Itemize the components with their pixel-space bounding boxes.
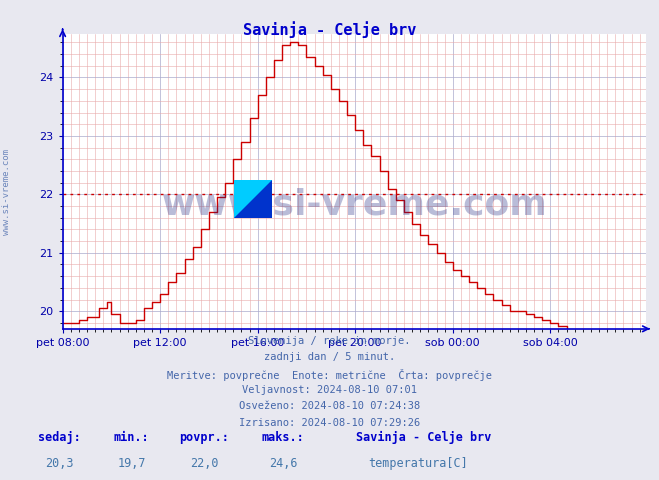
- Text: povpr.:: povpr.:: [179, 431, 229, 444]
- Text: Osveženo: 2024-08-10 07:24:38: Osveženo: 2024-08-10 07:24:38: [239, 401, 420, 411]
- Text: Savinja - Celje brv: Savinja - Celje brv: [356, 431, 491, 444]
- Text: temperatura[C]: temperatura[C]: [368, 457, 467, 470]
- Text: min.:: min.:: [114, 431, 150, 444]
- Text: 20,3: 20,3: [45, 457, 74, 470]
- Text: www.si-vreme.com: www.si-vreme.com: [2, 149, 11, 235]
- Text: www.si-vreme.com: www.si-vreme.com: [161, 188, 547, 222]
- Polygon shape: [234, 180, 272, 218]
- Text: Izrisano: 2024-08-10 07:29:26: Izrisano: 2024-08-10 07:29:26: [239, 418, 420, 428]
- Text: sedaj:: sedaj:: [38, 431, 80, 444]
- Text: 19,7: 19,7: [117, 457, 146, 470]
- Text: 24,6: 24,6: [269, 457, 298, 470]
- Text: Slovenija / reke in morje.: Slovenija / reke in morje.: [248, 336, 411, 346]
- Text: zadnji dan / 5 minut.: zadnji dan / 5 minut.: [264, 352, 395, 362]
- Text: 22,0: 22,0: [190, 457, 219, 470]
- Text: Meritve: povprečne  Enote: metrične  Črta: povprečje: Meritve: povprečne Enote: metrične Črta:…: [167, 369, 492, 381]
- Text: Veljavnost: 2024-08-10 07:01: Veljavnost: 2024-08-10 07:01: [242, 385, 417, 395]
- Polygon shape: [234, 180, 272, 218]
- Text: Savinja - Celje brv: Savinja - Celje brv: [243, 22, 416, 38]
- Text: maks.:: maks.:: [262, 431, 304, 444]
